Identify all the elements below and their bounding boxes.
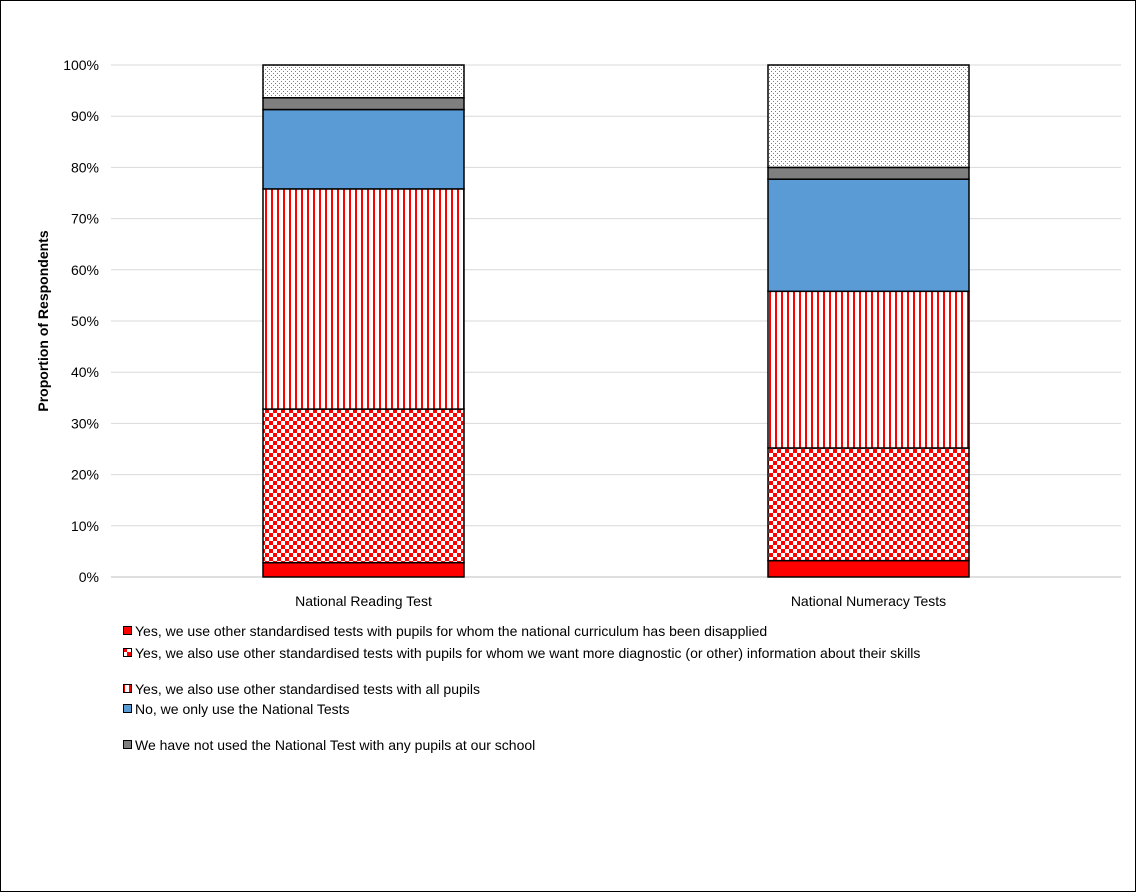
bar-segment bbox=[767, 559, 970, 578]
legend-swatch bbox=[123, 704, 132, 713]
legend-label: Yes, we use other standardised tests wit… bbox=[135, 623, 768, 639]
y-tick-label: 100% bbox=[63, 57, 99, 73]
y-tick-label: 10% bbox=[71, 518, 99, 534]
legend-item: Yes, we also use other standardised test… bbox=[123, 681, 1023, 697]
legend-swatch bbox=[123, 740, 132, 749]
bar-segment bbox=[262, 561, 465, 578]
legend-swatch bbox=[123, 626, 132, 635]
y-tick-label: 80% bbox=[71, 159, 99, 175]
bar-segment bbox=[262, 97, 465, 111]
bars bbox=[262, 64, 970, 578]
bar-segment bbox=[767, 166, 970, 180]
y-tick-label: 0% bbox=[79, 569, 99, 585]
y-tick-label: 90% bbox=[71, 108, 99, 124]
y-tick-label: 70% bbox=[71, 211, 99, 227]
bar-segment bbox=[767, 447, 970, 562]
x-axis-ticks: National Reading Test National Numeracy T… bbox=[295, 593, 946, 609]
legend-item: We have not used the National Test with … bbox=[123, 737, 1023, 753]
legend-swatch-fill bbox=[123, 626, 132, 635]
y-tick-label: 60% bbox=[71, 262, 99, 278]
bar-segment bbox=[262, 188, 465, 410]
bar-segment bbox=[767, 290, 970, 449]
bar-segment bbox=[262, 108, 465, 190]
bar-segment bbox=[767, 178, 970, 293]
legend-item: Yes, we use other standardised tests wit… bbox=[123, 623, 1023, 639]
y-tick-label: 40% bbox=[71, 364, 99, 380]
x-tick-label: National Numeracy Tests bbox=[791, 593, 946, 609]
legend-item: No, we only use the National Tests bbox=[123, 701, 1023, 717]
legend-item: Yes, we also use other standardised test… bbox=[123, 645, 1023, 661]
legend-swatch bbox=[123, 684, 132, 693]
legend-label: Yes, we also use other standardised test… bbox=[135, 681, 481, 697]
y-tick-label: 30% bbox=[71, 415, 99, 431]
legend-label: We have not used the National Test with … bbox=[135, 737, 536, 753]
bar-segment bbox=[767, 64, 970, 169]
legend-swatch-fill bbox=[123, 648, 132, 657]
y-tick-label: 50% bbox=[71, 313, 99, 329]
y-tick-label: 20% bbox=[71, 467, 99, 483]
legend-label: Yes, we also use other standardised test… bbox=[135, 645, 921, 661]
x-tick-label: National Reading Test bbox=[295, 593, 432, 609]
bar-segment bbox=[262, 64, 465, 99]
y-axis-ticks: 0% 10% 20% 30% 40% 50% 60% 70% 80% 90% 100% bbox=[63, 57, 99, 585]
chart-legend: Yes, we use other standardised tests wit… bbox=[123, 623, 1023, 773]
legend-label: No, we only use the National Tests bbox=[135, 701, 350, 717]
legend-swatch-fill bbox=[123, 704, 132, 713]
bar-segment bbox=[262, 408, 465, 564]
legend-swatch bbox=[123, 648, 132, 657]
y-axis-label: Proportion of Respondents bbox=[35, 230, 51, 411]
legend-swatch-fill bbox=[123, 684, 132, 693]
legend-swatch-fill bbox=[123, 740, 132, 749]
